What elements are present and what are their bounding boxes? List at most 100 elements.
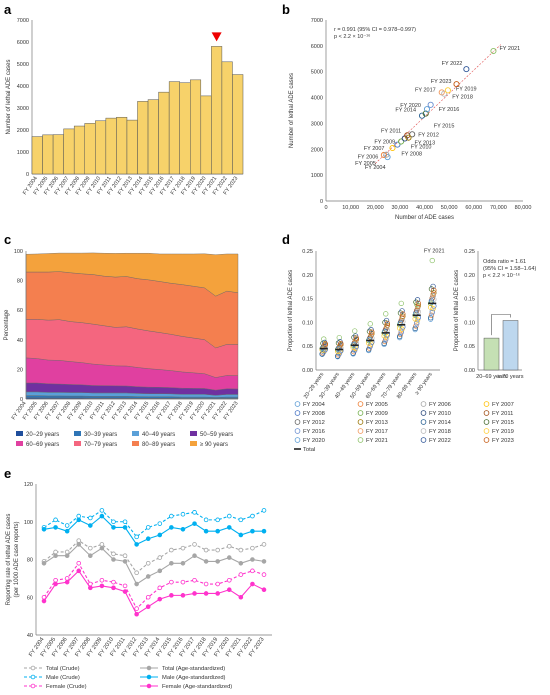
b-point [398, 138, 405, 145]
e-series-line [43, 509, 265, 538]
e-series-point [261, 508, 267, 513]
e-legend-label: Total (Age-standardized) [162, 666, 225, 672]
e-legend-marker-icon [30, 683, 36, 689]
e-legend-label: Male (Crude) [46, 675, 80, 681]
e-series-point [169, 593, 174, 598]
a-y-tick-label: 4000 [17, 84, 29, 90]
e-series-point [180, 560, 186, 566]
d-year-point [415, 303, 422, 309]
b-point [383, 151, 390, 158]
c-legend-swatch [132, 441, 139, 446]
d-legend-marker-icon [483, 410, 490, 416]
e-y-tick-label: 80 [27, 558, 33, 564]
c-legend-swatch [190, 441, 197, 446]
d-legend-label: FY 2023 [492, 438, 514, 444]
e-series-point [203, 517, 209, 523]
b-point-label: FY 2014 [395, 108, 416, 114]
e-y-tick-label: 60 [27, 595, 33, 601]
e-legend-label: Male (Age-standardized) [162, 675, 226, 681]
c-legend-swatch [190, 431, 197, 436]
b-x-tick-label: 0 [324, 205, 327, 211]
c-legend-label: 20−29 years [26, 432, 59, 438]
d-year-point [429, 295, 435, 301]
e-series-point [134, 534, 139, 540]
e-series-point [145, 574, 151, 579]
d-year-point [414, 297, 421, 303]
e-series-point [250, 568, 255, 574]
e-series-point [157, 532, 163, 538]
a-bar [95, 120, 107, 175]
b-point-label: FY 2005 [355, 161, 376, 167]
e-series-point [180, 545, 186, 551]
e-series-point [76, 542, 82, 547]
e-series-point [122, 525, 128, 530]
a-bar [221, 61, 233, 175]
b-point-label: FY 2006 [358, 155, 379, 161]
panel-label-e: e [4, 466, 11, 481]
b-y-tick-label: 5000 [311, 70, 323, 76]
d2-y-tick-label: 0.00 [464, 368, 475, 374]
d2-bar [483, 337, 500, 371]
b-point-label: FY 2007 [364, 146, 385, 152]
a-y-tick-label: 5000 [17, 62, 29, 68]
e-series-point [64, 523, 70, 528]
c-legend-label: 60−69 years [26, 442, 59, 448]
d-year-point [367, 343, 373, 349]
b-point-label: FY 2010 [411, 144, 432, 150]
d-y-axis-title: Proportion of lethal ADE cases [288, 270, 294, 351]
e-series-point [88, 585, 93, 591]
e-series-point [203, 528, 209, 534]
b-x-tick-label: 80,000 [515, 205, 532, 211]
e-series-point [145, 560, 151, 566]
d-year-point [428, 299, 435, 305]
d-year-point [430, 283, 436, 289]
b-point-label: FY 2022 [442, 61, 463, 67]
d-year-point [428, 315, 434, 321]
e-series-point [111, 585, 116, 591]
d-year-point [428, 312, 435, 318]
e-series-point [76, 568, 82, 574]
e-series-point [192, 521, 197, 526]
d-legend-marker-icon [357, 419, 364, 425]
b-point [444, 87, 451, 94]
b-y-axis-title: Number of lethal ADE cases [289, 73, 295, 148]
e-series-point [88, 523, 93, 528]
d-year-point [352, 328, 358, 334]
d-y-tick-label: 0.25 [302, 249, 313, 255]
panel-label-c: c [4, 232, 11, 247]
e-series-point [145, 604, 151, 609]
e-series-point [41, 526, 47, 532]
a-y-tick-label: 6000 [17, 40, 29, 46]
e-series-point [203, 559, 209, 564]
b-y-tick-label: 2000 [311, 147, 323, 153]
d-legend-label: FY 2011 [492, 411, 513, 417]
e-series-point [111, 525, 116, 530]
c-y-tick-label: 20 [17, 367, 23, 373]
e-series-point [99, 545, 105, 551]
e-series-point [250, 557, 255, 562]
d-y-tick-label: 0.00 [302, 368, 313, 374]
d-legend-label: FY 2015 [492, 420, 514, 426]
d-year-point [414, 307, 420, 314]
d-legend-marker-icon [483, 401, 490, 407]
chart-b: 0 1000 2000 3000 4000 5000 6000 7000 0 10,000 20,0… [289, 18, 531, 221]
e-series-point [134, 570, 139, 576]
d-year-point [368, 332, 374, 338]
e-series-point [134, 542, 139, 547]
d-legend-marker-icon [483, 428, 490, 434]
d-year-point [431, 290, 437, 296]
d2-x-tick-label: ≥ 70 years [497, 374, 523, 380]
d-legend-label: FY 2009 [366, 411, 388, 417]
e-y-tick-label: 40 [27, 633, 33, 639]
d-year-point [400, 311, 406, 317]
d-year-point [397, 334, 403, 341]
e-series-point [238, 547, 244, 553]
c-y-tick-label: 100 [14, 249, 23, 255]
e-series-point [180, 526, 186, 532]
e-legend-marker-icon [30, 674, 36, 680]
e-series-point [64, 549, 70, 555]
b-point [427, 101, 434, 108]
b-y-tick-label: 1000 [311, 173, 323, 179]
b-point-label: FY 2021 [499, 46, 520, 52]
b-point-label: FY 2013 [414, 141, 435, 147]
